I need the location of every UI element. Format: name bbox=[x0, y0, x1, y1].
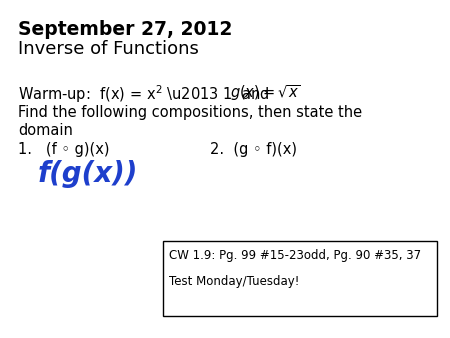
Text: Find the following compositions, then state the: Find the following compositions, then st… bbox=[18, 105, 362, 120]
Text: Test Monday/Tuesday!: Test Monday/Tuesday! bbox=[169, 275, 299, 288]
Text: Inverse of Functions: Inverse of Functions bbox=[18, 40, 199, 58]
Text: $g(x) = \sqrt{x}$: $g(x) = \sqrt{x}$ bbox=[230, 83, 301, 103]
Text: Warm-up:  f(x) = x$^2$ \u2013 1  and: Warm-up: f(x) = x$^2$ \u2013 1 and bbox=[18, 83, 270, 105]
Text: CW 1.9: Pg. 99 #15-23odd, Pg. 90 #35, 37: CW 1.9: Pg. 99 #15-23odd, Pg. 90 #35, 37 bbox=[169, 249, 421, 262]
Text: domain: domain bbox=[18, 123, 73, 138]
Text: September 27, 2012: September 27, 2012 bbox=[18, 20, 232, 39]
Bar bbox=[163, 241, 437, 316]
Text: 1.   (f ◦ g)(x): 1. (f ◦ g)(x) bbox=[18, 142, 109, 157]
Text: 2.  (g ◦ f)(x): 2. (g ◦ f)(x) bbox=[210, 142, 297, 157]
Text: f(g(x)): f(g(x)) bbox=[38, 160, 139, 188]
